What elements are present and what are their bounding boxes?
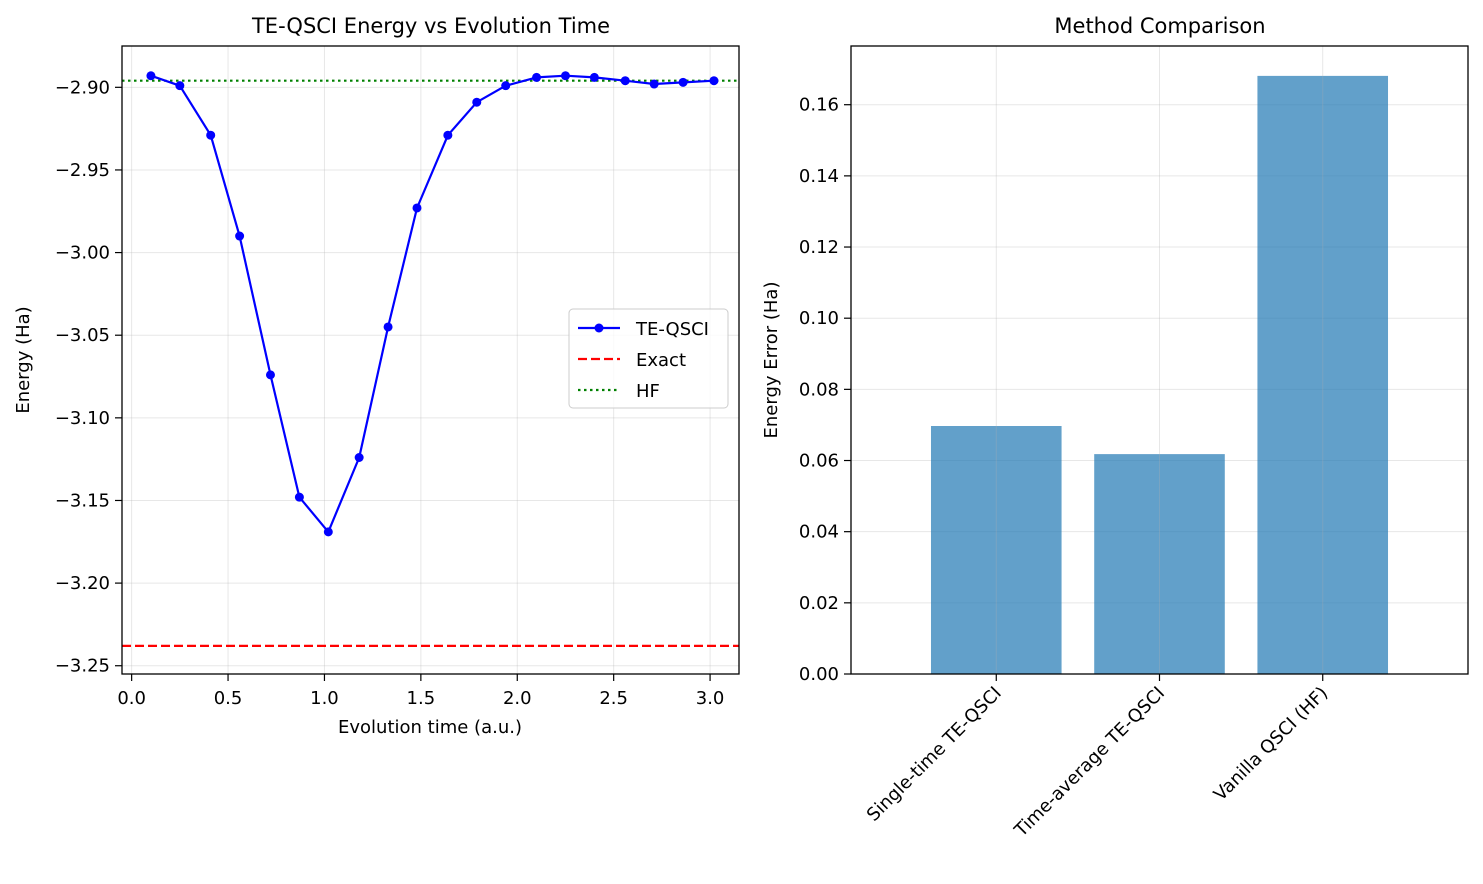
bar [1094,454,1225,674]
right-x-tick-label: Single-time TE-QSCI [863,683,1006,826]
te-qsci-point [323,527,333,537]
left-y-tick-label: −2.90 [55,77,110,98]
te-qsci-point [709,76,719,86]
right-x-tick-label: Vanilla QSCI (HF) [1210,683,1333,806]
te-qsci-point [472,97,482,107]
te-qsci-point [383,322,393,332]
right-y-tick-label: 0.04 [799,522,839,543]
left-y-tick-label: −3.10 [55,408,110,429]
te-qsci-point [649,79,659,89]
left-x-tick-label: 1.5 [407,688,436,709]
left-y-axis-label: Energy (Ha) [13,306,34,413]
te-qsci-point [265,370,275,380]
left-y-tick-label: −3.00 [55,243,110,264]
right-x-tick-label: Time-average TE-QSCI [1010,683,1169,842]
left-x-ticks: 0.0 0.5 1.0 1.5 2.0 2.5 3.0 [117,674,724,709]
te-qsci-point [678,77,688,87]
te-qsci-point [443,130,453,140]
te-qsci-point [175,81,185,91]
right-y-tick-label: 0.08 [799,379,839,400]
right-y-axis-label: Energy Error (Ha) [761,282,782,439]
left-chart-title: TE-QSCI Energy vs Evolution Time [251,14,610,38]
te-qsci-point [206,130,216,140]
right-y-tick-label: 0.02 [799,593,839,614]
left-x-tick-label: 2.5 [599,688,628,709]
legend-te-qsci-marker [594,323,604,333]
bar [930,426,1062,674]
left-axes-frame [121,45,740,675]
te-qsci-point [620,76,630,86]
left-y-tick-label: −3.15 [55,490,110,511]
left-plot-area [122,71,739,648]
legend-box [568,308,729,409]
te-qsci-point [501,81,511,91]
bar [1257,75,1389,674]
right-y-tick-label: 0.10 [799,308,839,329]
te-qsci-point [235,231,245,241]
te-qsci-series-line [150,74,714,534]
te-qsci-point [560,71,570,81]
left-x-tick-label: 3.0 [696,688,725,709]
te-qsci-point [532,72,542,82]
te-qsci-point [412,203,422,213]
right-vertical-grid [995,46,1324,674]
legend: TE-QSCI Exact HF [568,308,729,409]
left-x-tick-label: 0.5 [214,688,243,709]
right-y-tick-label: 0.14 [799,166,839,187]
left-y-tick-label: −3.20 [55,573,110,594]
left-x-axis-label: Evolution time (a.u.) [338,717,522,738]
method-comparison-chart: Method Comparison Single-time TE-QSCI Tim… [761,14,1469,842]
right-y-tick-label: 0.06 [799,451,839,472]
right-plot-area [930,75,1389,674]
legend-hf-label: HF [636,381,660,402]
right-y-ticks: 0.00 0.02 0.04 0.06 0.08 0.10 0.12 0.14 0.16 [799,95,851,685]
te-qsci-point [294,492,304,502]
left-x-tick-label: 2.0 [503,688,532,709]
right-y-tick-label: 0.12 [799,237,839,258]
te-qsci-point [146,71,156,81]
left-y-tick-label: −3.05 [55,325,110,346]
right-x-ticks: Single-time TE-QSCI Time-average TE-QSCI V… [863,674,1332,842]
te-qsci-point [589,72,599,82]
te-qsci-point [354,453,364,463]
left-x-tick-label: 0.0 [117,688,146,709]
left-y-ticks: −2.90 −2.95 −3.00 −3.05 −3.10 −3.15 −3.20 −3.25 [55,77,122,677]
right-y-tick-label: 0.16 [799,95,839,116]
left-y-tick-label: −2.95 [55,160,110,181]
left-x-tick-label: 1.0 [310,688,339,709]
right-chart-title: Method Comparison [1054,14,1265,38]
legend-exact-label: Exact [636,350,686,371]
energy-vs-time-chart: TE-QSCI Energy vs Evolution Time 0.0 0.5 1… [13,14,740,738]
legend-te-qsci-label: TE-QSCI [635,319,709,340]
right-y-tick-label: 0.00 [799,664,839,685]
left-y-tick-label: −3.25 [55,656,110,677]
